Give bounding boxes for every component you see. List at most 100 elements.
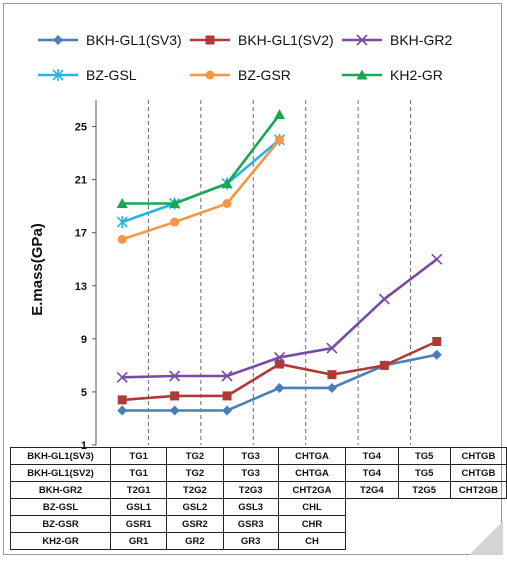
data-point xyxy=(274,109,285,120)
data-point xyxy=(169,405,180,416)
data-point xyxy=(222,391,232,401)
data-point xyxy=(378,293,390,305)
page-curl-decoration xyxy=(469,521,503,555)
table-row-label: BZ-GSL xyxy=(9,498,112,516)
table-cell: GSR3 xyxy=(222,515,279,533)
table-cell: GSR2 xyxy=(166,515,224,533)
legend-marker xyxy=(356,69,368,80)
series-line-5 xyxy=(121,138,281,241)
table-cell: CHT2GB xyxy=(449,481,507,499)
data-point xyxy=(169,370,181,382)
legend-label: BKH-GL1(SV2) xyxy=(238,32,334,48)
table-cell: TG2 xyxy=(166,447,224,465)
legend-marker xyxy=(53,35,63,45)
data-point xyxy=(221,370,233,382)
table-cell: CHTGA xyxy=(277,464,347,482)
legend-marker xyxy=(52,69,64,81)
table-cell: GSR1 xyxy=(110,515,168,533)
table-row-label: BKH-GR2 xyxy=(9,481,112,499)
y-tick-label: 17 xyxy=(75,228,87,240)
table-cell: CHL xyxy=(277,498,347,516)
table-cell: TG4 xyxy=(345,447,399,465)
table-row-label: BKH-GL1(SV3) xyxy=(9,447,112,465)
data-point xyxy=(275,135,284,145)
table-cell: T2G3 xyxy=(222,481,279,499)
data-point xyxy=(327,370,337,380)
table-row: KH2-GR GR1 GR2 GR3 CH xyxy=(9,532,507,550)
y-tick-label: 9 xyxy=(81,334,87,346)
series-line-6 xyxy=(122,113,281,205)
table-empty-cell xyxy=(398,533,450,550)
table-row-label: KH2-GR xyxy=(9,532,112,550)
table-cell: T2G5 xyxy=(397,481,451,499)
data-point xyxy=(222,405,233,416)
data-point xyxy=(117,405,128,416)
y-tick-label: 13 xyxy=(75,281,87,293)
table-cell: CH xyxy=(277,532,347,550)
data-point xyxy=(275,359,284,369)
table-row: BKH-GL1(SV2) TG1 TG2 TG3 CHTGA TG4 TG5 CHTGB xyxy=(9,464,507,482)
table-cell: GSL2 xyxy=(166,498,224,516)
table-row: BKH-GR2 T2G1 T2G2 T2G3 CHT2GA T2G4 T2G5 CHT2GB xyxy=(9,481,507,499)
data-point xyxy=(170,217,180,227)
table-cell: T2G1 xyxy=(110,481,168,499)
data-point xyxy=(326,382,337,393)
legend-label: BKH-GR2 xyxy=(390,32,452,48)
table-cell: TG4 xyxy=(345,464,399,482)
legend-label: BKH-GL1(SV3) xyxy=(86,32,182,48)
table-cell: TG3 xyxy=(222,447,279,465)
table-cell: TG1 xyxy=(110,464,168,482)
y-axis-title: E.mass(GPa) xyxy=(29,223,46,316)
table-empty-cell xyxy=(398,499,450,516)
data-point xyxy=(116,216,128,229)
data-point xyxy=(170,391,180,401)
legend-marker xyxy=(205,70,215,80)
legend-label: KH2-GR xyxy=(390,67,443,83)
legend-marker xyxy=(205,35,215,45)
table-row: BZ-GSL GSL1 GSL2 GSL3 CHL xyxy=(9,498,507,516)
table-empty-cell xyxy=(450,499,506,516)
table-empty-cell xyxy=(346,499,398,516)
table-empty-cell xyxy=(346,516,398,533)
data-point xyxy=(432,337,442,346)
table-cell: GSL3 xyxy=(222,498,279,516)
table-cell: GR2 xyxy=(166,532,224,550)
table-cell: CHT2GA xyxy=(277,481,347,499)
data-point xyxy=(117,234,127,244)
table-cell: GSL1 xyxy=(110,498,168,516)
table-cell: GR1 xyxy=(110,532,168,550)
data-point xyxy=(116,371,128,383)
y-tick-label: 5 xyxy=(81,387,87,399)
table-cell: CHR xyxy=(277,515,347,533)
table-row-label: BZ-GSR xyxy=(9,515,112,533)
legend-marker xyxy=(356,34,368,46)
data-point xyxy=(326,342,338,354)
data-point xyxy=(431,253,443,265)
data-point xyxy=(221,178,233,189)
legend-label: BZ-GSL xyxy=(86,67,137,83)
data-point xyxy=(117,395,127,405)
y-tick-label: 25 xyxy=(75,122,87,134)
table-cell: T2G4 xyxy=(345,481,399,499)
data-point xyxy=(169,198,181,208)
table-cell: CHTGB xyxy=(449,464,507,482)
table-cell: TG5 xyxy=(397,464,451,482)
data-point xyxy=(273,351,286,363)
table-cell: TG3 xyxy=(222,464,279,482)
table-cell: TG2 xyxy=(166,464,224,482)
table-cell: T2G2 xyxy=(166,481,224,499)
table-empty-cell xyxy=(346,533,398,550)
data-point xyxy=(431,349,442,360)
table-row-label: BKH-GL1(SV2) xyxy=(9,464,112,482)
table-cell: TG1 xyxy=(110,447,168,465)
data-point xyxy=(379,360,389,370)
category-table: BKH-GL1(SV3) TG1 TG2 TG3 CHTGA TG4 TG5 CHTGB BKH… xyxy=(9,447,507,550)
legend-label: BZ-GSR xyxy=(238,67,291,83)
data-point xyxy=(222,199,232,208)
data-point xyxy=(116,198,128,208)
data-point xyxy=(274,382,285,393)
table-cell: CHTGB xyxy=(449,447,507,465)
table-row: BKH-GL1(SV3) TG1 TG2 TG3 CHTGA TG4 TG5 CHTGB xyxy=(9,447,507,465)
table-empty-cell xyxy=(398,516,450,533)
